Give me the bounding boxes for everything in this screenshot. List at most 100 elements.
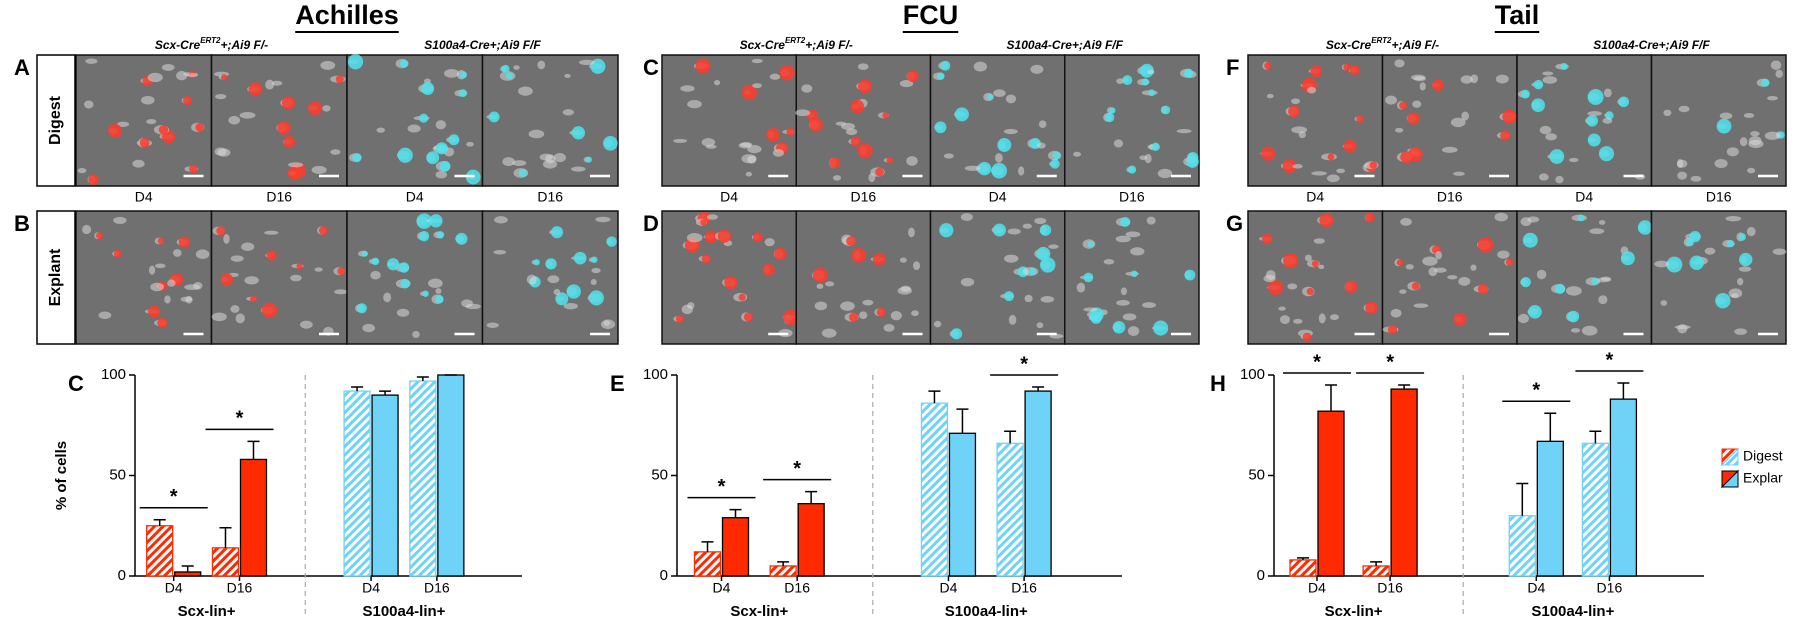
cell: [751, 58, 763, 64]
genotype-text: S100a4-Cre+;Ai9 F/F: [424, 38, 541, 52]
fluorescent-cell: [1120, 216, 1131, 227]
y-tick-label: 100: [101, 366, 126, 383]
cell: [1073, 151, 1081, 157]
cell: [868, 173, 876, 183]
fluorescent-cell: [1187, 152, 1199, 163]
cell: [322, 105, 331, 112]
fluorescent-cell: [1184, 269, 1196, 281]
fluorescent-cell: [752, 232, 763, 243]
error-bar: [701, 541, 714, 552]
cell: [747, 155, 757, 164]
fluorescent-cell: [1528, 305, 1542, 319]
fluorescent-cell: [1520, 89, 1530, 99]
cell: [1287, 283, 1298, 290]
cell: [1413, 303, 1429, 308]
error-bar: [219, 527, 232, 548]
cell: [1022, 223, 1032, 229]
group-label: Scx-lin+: [1325, 603, 1383, 620]
fluorescent-cell: [550, 226, 564, 239]
cell: [1518, 313, 1529, 324]
fluorescent-cell: [766, 127, 780, 142]
micrograph: [1381, 54, 1518, 187]
genotype-rest: +;Ai9 F/-: [221, 38, 269, 52]
error-bar: [777, 561, 790, 566]
fluorescent-cell: [762, 263, 775, 277]
cell: [180, 296, 193, 302]
cell: [148, 265, 156, 275]
fluorescent-cell: [1087, 240, 1095, 248]
genotype-text: S100a4-Cre+;Ai9 F/F: [1593, 38, 1710, 52]
cell: [687, 100, 702, 109]
group-label: Scx-lin+: [178, 603, 236, 620]
cell: [821, 328, 837, 338]
cell: [680, 85, 695, 92]
cell: [537, 60, 546, 70]
cell: [428, 278, 443, 289]
cell: [993, 89, 1006, 98]
error-bar: [379, 390, 392, 396]
cell: [1565, 286, 1582, 296]
cell: [1040, 296, 1055, 303]
cell: [825, 281, 835, 287]
cell: [995, 153, 1003, 163]
cell: [1263, 274, 1276, 283]
column-label: D4: [135, 189, 153, 205]
significance-label: *: [1386, 351, 1394, 373]
fluorescent-cell: [1130, 270, 1138, 278]
fluorescent-cell: [675, 314, 684, 323]
fluorescent-cell: [1141, 78, 1149, 86]
fluorescent-cell: [1369, 161, 1378, 169]
fluorescent-cell: [566, 284, 581, 299]
genotype-text: Scx-Cre: [740, 38, 786, 52]
cell: [1394, 59, 1405, 68]
cell: [1767, 96, 1778, 101]
y-tick-label: 100: [1240, 366, 1265, 383]
cell: [314, 267, 323, 272]
cell: [1598, 220, 1606, 225]
x-tick-label: D4: [362, 580, 380, 596]
cell: [113, 216, 127, 224]
row-label-box: [36, 210, 76, 345]
cell: [772, 149, 784, 157]
cell: [1737, 277, 1744, 286]
fluorescent-cell: [724, 276, 738, 290]
cell: [1413, 76, 1426, 82]
fluorescent-cell: [518, 168, 527, 177]
fluorescent-cell: [296, 262, 303, 270]
fluorescent-cell: [555, 292, 569, 306]
y-axis-label: % of cells: [53, 441, 70, 510]
error-bar: [181, 565, 194, 572]
fluorescent-cell: [588, 290, 604, 306]
fluorescent-cell: [1364, 212, 1376, 223]
cell: [553, 288, 561, 296]
cell: [435, 120, 447, 130]
cell: [1603, 88, 1612, 98]
cell: [713, 79, 721, 86]
fluorescent-cell: [1505, 258, 1514, 266]
fluorescent-cell: [1560, 63, 1568, 70]
legend-swatch: [1720, 447, 1739, 466]
cell: [1441, 146, 1458, 153]
cell: [960, 277, 975, 287]
significance-label: *: [793, 458, 801, 480]
fluorescent-cell: [1477, 283, 1489, 295]
fluorescent-cell: [1040, 257, 1056, 273]
cell: [562, 109, 575, 116]
fluorescent-cell: [436, 231, 445, 239]
bar: [769, 565, 797, 577]
cell: [1545, 133, 1557, 141]
x-tick-label: D16: [1597, 580, 1623, 596]
fluorescent-cell: [954, 107, 969, 122]
cell: [1024, 294, 1033, 303]
cell: [1495, 74, 1509, 84]
cell: [1048, 244, 1059, 249]
fluorescent-cell: [455, 232, 468, 245]
cell: [320, 60, 336, 70]
cell: [1036, 322, 1044, 329]
fluorescent-cell: [1139, 63, 1154, 78]
column-label: D4: [1306, 189, 1324, 205]
fluorescent-cell: [1283, 253, 1299, 269]
x-tick-label: D16: [424, 580, 450, 596]
fluorescent-cell: [1637, 220, 1653, 235]
error-bar: [351, 386, 364, 392]
